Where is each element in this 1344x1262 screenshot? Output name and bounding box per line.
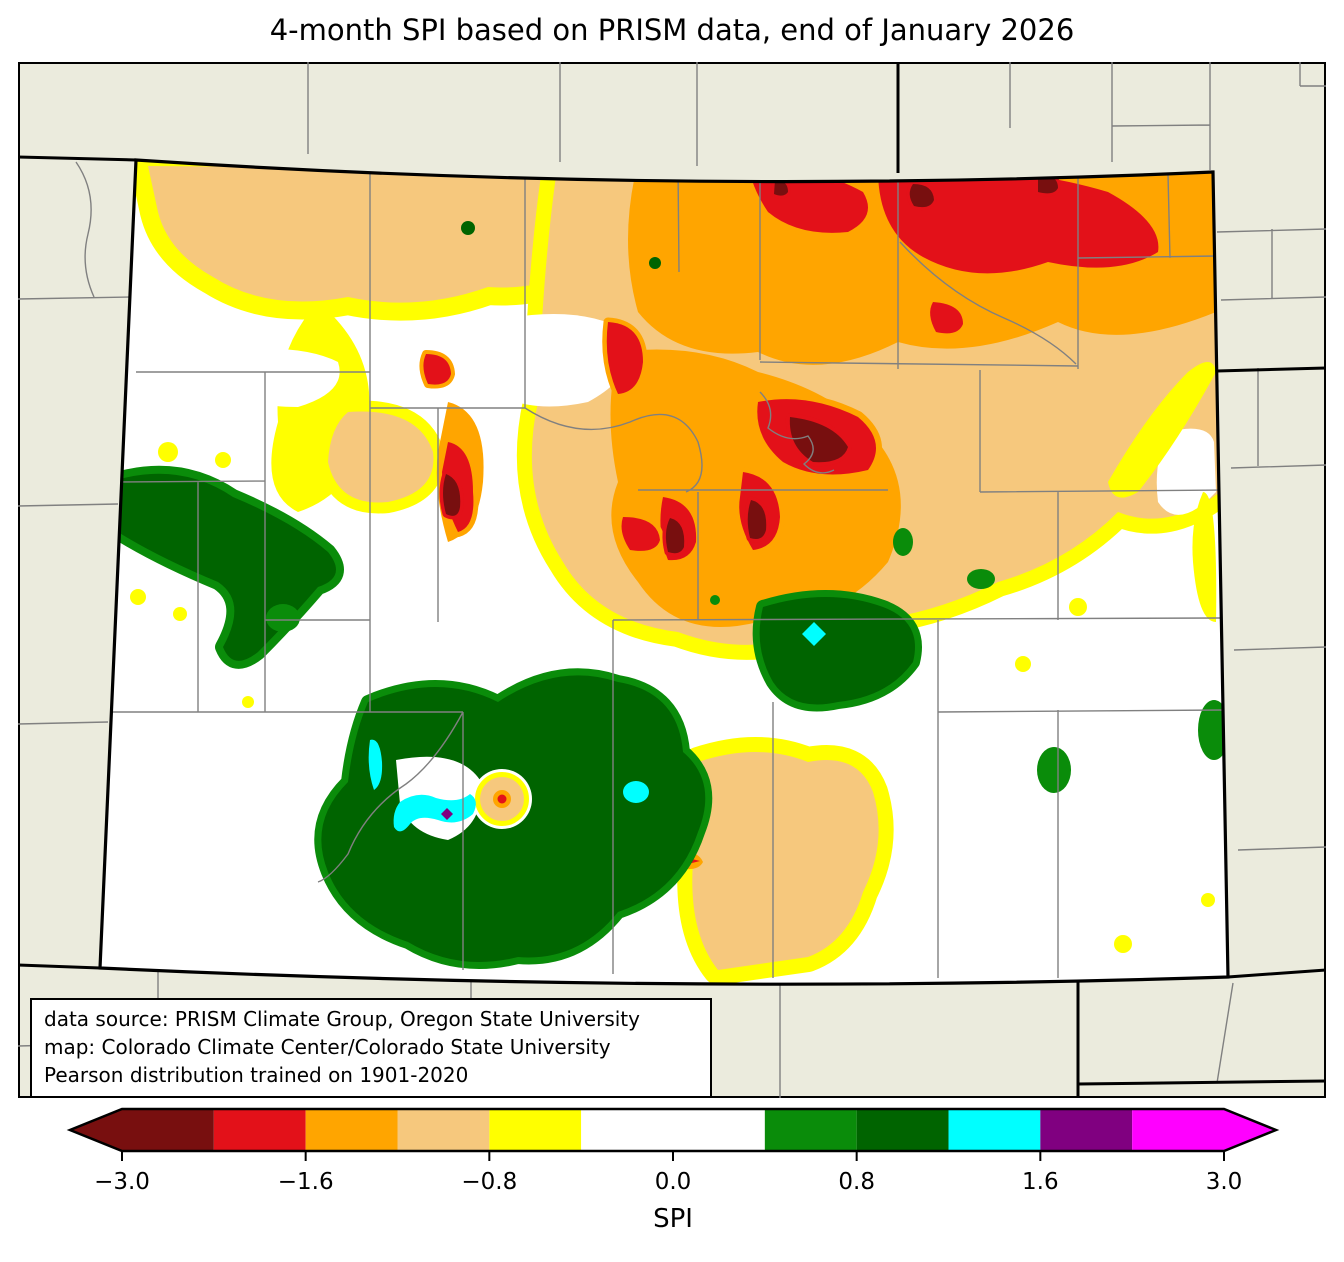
colorbar-class-red — [213, 1109, 306, 1151]
colorbar-class-yellow — [489, 1109, 582, 1151]
colorbar-class-green — [764, 1109, 857, 1151]
spi-white-hole-ne — [1156, 428, 1216, 515]
spi-maroon-areas — [439, 171, 1061, 557]
colorbar-class-darkgreen — [856, 1109, 949, 1151]
colorbar-class-magenta — [1132, 1109, 1276, 1151]
colorbar-segments — [70, 1109, 1276, 1151]
colorbar-tick-label: 0.0 — [655, 1169, 692, 1195]
spi-white-hole-nw1 — [480, 314, 632, 407]
colorbar-tick-label: 3.0 — [1206, 1169, 1243, 1195]
spi-tan-west-patch — [317, 400, 445, 514]
colorbar-tick-label: −3.0 — [94, 1169, 150, 1195]
colorbar-class-purple — [1040, 1109, 1133, 1151]
map-canvas — [18, 62, 1326, 1098]
spi-green-center-right-mass — [752, 590, 922, 712]
colorbar-tick-label: 0.8 — [838, 1169, 875, 1195]
spi-green-west-dot — [266, 604, 300, 632]
colorbar-tick-labels: −3.0 −1.6 −0.8 0.0 0.8 1.6 3.0 — [94, 1169, 1242, 1195]
data-source-box: data source: PRISM Climate Group, Oregon… — [30, 998, 712, 1098]
source-line-1: data source: PRISM Climate Group, Oregon… — [44, 1007, 640, 1031]
neighbor-state-lines — [18, 62, 1326, 1098]
colorbar-tick-label: 1.6 — [1022, 1169, 1059, 1195]
colorbar-class-tan — [397, 1109, 490, 1151]
spi-field — [100, 160, 1228, 985]
spi-purple-dot — [441, 808, 453, 820]
spi-tan-south-central — [674, 737, 894, 985]
spi-yellow-streak-ne — [1108, 362, 1216, 498]
colorbar-axis-label: SPI — [653, 1204, 693, 1234]
spi-dry-bullseye — [475, 772, 529, 826]
figure-title: 4-month SPI based on PRISM data, end of … — [269, 13, 1075, 47]
colorbar: −3.0 −1.6 −0.8 0.0 0.8 1.6 3.0 SPI — [66, 1107, 1280, 1234]
colorado-county-lines — [106, 162, 1225, 978]
colorbar-class-white — [581, 1109, 765, 1151]
source-line-2: map: Colorado Climate Center/Colorado St… — [44, 1035, 611, 1059]
map-axes: data source: PRISM Climate Group, Oregon… — [18, 62, 1326, 1098]
colorbar-tick-label: −0.8 — [461, 1169, 517, 1195]
spi-white-hole-nw2 — [213, 348, 340, 407]
colorbar-tick-label: −1.6 — [278, 1169, 334, 1195]
colorado-state-border — [98, 158, 1230, 986]
colorbar-class-orange — [305, 1109, 398, 1151]
colorbar-ticks — [121, 1151, 1225, 1161]
colorbar-class-maroon — [70, 1109, 214, 1151]
spi-yellow-streak-eastborder — [1192, 492, 1217, 622]
spi-cyan-areas — [368, 622, 826, 832]
colorbar-class-cyan — [948, 1109, 1041, 1151]
source-line-3: Pearson distribution trained on 1901-202… — [44, 1063, 469, 1087]
